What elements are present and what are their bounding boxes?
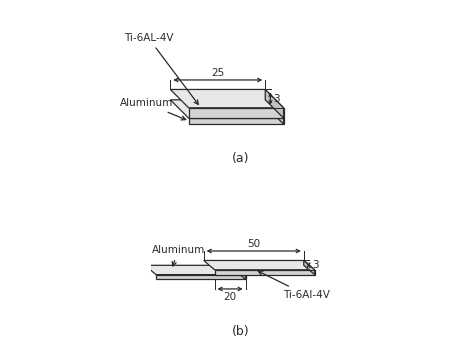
Polygon shape: [265, 89, 283, 118]
Polygon shape: [189, 108, 283, 118]
Text: 20: 20: [224, 292, 237, 302]
Text: Aluminum: Aluminum: [152, 245, 205, 266]
Polygon shape: [215, 270, 315, 275]
Polygon shape: [156, 275, 246, 279]
Text: 3: 3: [312, 260, 319, 270]
Text: Ti-6Al-4V: Ti-6Al-4V: [258, 271, 330, 300]
Text: 3: 3: [273, 93, 280, 104]
Polygon shape: [170, 100, 283, 118]
Polygon shape: [204, 260, 315, 270]
Text: 50: 50: [247, 239, 260, 249]
Text: (a): (a): [232, 152, 249, 165]
Text: 25: 25: [211, 68, 224, 78]
Polygon shape: [265, 100, 283, 124]
Text: Ti-6AL-4V: Ti-6AL-4V: [124, 33, 198, 105]
Text: (b): (b): [232, 325, 249, 338]
Polygon shape: [189, 118, 283, 124]
Polygon shape: [145, 265, 246, 275]
Text: Aluminum: Aluminum: [120, 99, 186, 120]
Polygon shape: [235, 265, 246, 279]
Polygon shape: [304, 260, 315, 275]
Polygon shape: [170, 89, 283, 108]
